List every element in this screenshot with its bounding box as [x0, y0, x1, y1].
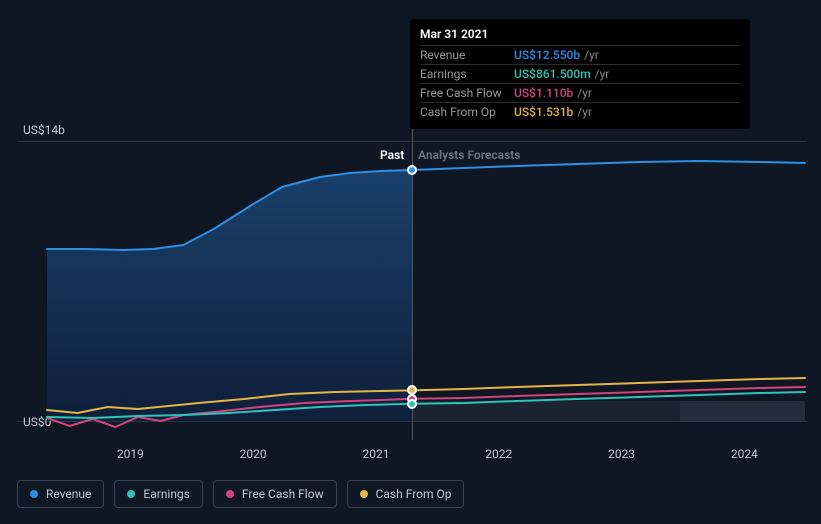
- tooltip-label: Revenue: [420, 48, 514, 62]
- revenue-area-past: [47, 170, 412, 421]
- legend-label: Earnings: [143, 487, 190, 501]
- tooltip-row-revenue: RevenueUS$12.550b/yr: [420, 45, 740, 64]
- tooltip: Mar 31 2021 RevenueUS$12.550b/yrEarnings…: [410, 19, 750, 129]
- legend-label: Cash From Op: [376, 487, 452, 501]
- tooltip-label: Cash From Op: [420, 105, 514, 119]
- legend-dot-icon: [226, 490, 234, 498]
- x-axis-label: 2019: [117, 447, 144, 461]
- x-axis-label: 2020: [240, 447, 267, 461]
- x-axis-label: 2023: [608, 447, 635, 461]
- legend-label: Free Cash Flow: [242, 487, 324, 501]
- tooltip-unit: /yr: [595, 67, 610, 81]
- tooltip-label: Free Cash Flow: [420, 86, 514, 100]
- x-axis-label: 2021: [362, 447, 389, 461]
- tooltip-unit: /yr: [584, 48, 599, 62]
- tooltip-value: US$861.500m: [514, 67, 591, 81]
- legend-item-fcf[interactable]: Free Cash Flow: [213, 480, 337, 508]
- legend-dot-icon: [127, 490, 135, 498]
- tooltip-row-earnings: EarningsUS$861.500m/yr: [420, 64, 740, 83]
- legend: Revenue Earnings Free Cash Flow Cash From O…: [17, 480, 464, 508]
- tooltip-value: US$12.550b: [514, 48, 580, 62]
- revenue-marker: [407, 165, 417, 175]
- legend-item-earnings[interactable]: Earnings: [114, 480, 203, 508]
- tooltip-row-fcf: Free Cash FlowUS$1.110b/yr: [420, 83, 740, 102]
- legend-dot-icon: [30, 490, 38, 498]
- x-axis-label: 2024: [731, 447, 758, 461]
- forecast-ghost-band-end: [680, 401, 805, 421]
- tooltip-value: US$1.110b: [514, 86, 573, 100]
- legend-label: Revenue: [46, 487, 91, 501]
- legend-item-revenue[interactable]: Revenue: [17, 480, 104, 508]
- legend-dot-icon: [360, 490, 368, 498]
- tooltip-row-cfo: Cash From OpUS$1.531b/yr: [420, 102, 740, 121]
- revenue-line: [47, 161, 805, 250]
- earnings-marker: [407, 399, 417, 409]
- tooltip-date: Mar 31 2021: [420, 27, 740, 45]
- tooltip-unit: /yr: [577, 86, 592, 100]
- chart-container: US$14b US$0 Past Analysts Forecasts 2019…: [0, 0, 821, 524]
- tooltip-unit: /yr: [577, 105, 592, 119]
- tooltip-value: US$1.531b: [514, 105, 573, 119]
- x-axis-label: 2022: [485, 447, 512, 461]
- tooltip-label: Earnings: [420, 67, 514, 81]
- legend-item-cfo[interactable]: Cash From Op: [347, 480, 465, 508]
